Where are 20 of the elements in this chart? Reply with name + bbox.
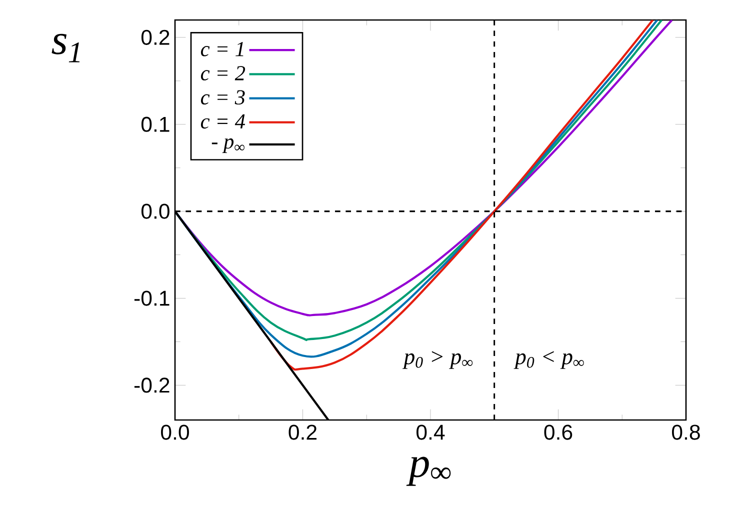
legend-label: c = 4 <box>200 114 246 129</box>
x-tick-label: 0.6 <box>544 424 572 440</box>
legend-label: c = 2 <box>200 66 246 80</box>
annotation: p$_{0}$ < p$_{∞}$ <box>514 351 584 369</box>
y-tick-label: 0.2 <box>141 30 170 45</box>
y-tick-label: 0.1 <box>141 116 170 132</box>
line-series <box>270 20 654 370</box>
x-axis-title: p$_{∞}$ <box>406 456 451 486</box>
x-tick-label: 0.8 <box>672 424 700 440</box>
y-tick-label: -0.2 <box>134 378 170 393</box>
legend-label: c = 3 <box>200 90 245 105</box>
x-tick-label: 0.2 <box>288 424 316 440</box>
x-tick-label: 0.0 <box>161 424 189 440</box>
annotation: p$_{0}$ > p$_{∞}$ <box>402 351 473 369</box>
legend-label: - p$_{∞}$ <box>212 138 244 153</box>
legend-label: c = 1 <box>200 42 244 56</box>
y-tick-label: -0.1 <box>134 290 170 306</box>
y-axis-title: s$_{1}$ <box>52 34 80 62</box>
x-tick-label: 0.4 <box>416 424 445 440</box>
y-tick-label: 0.0 <box>141 204 170 219</box>
